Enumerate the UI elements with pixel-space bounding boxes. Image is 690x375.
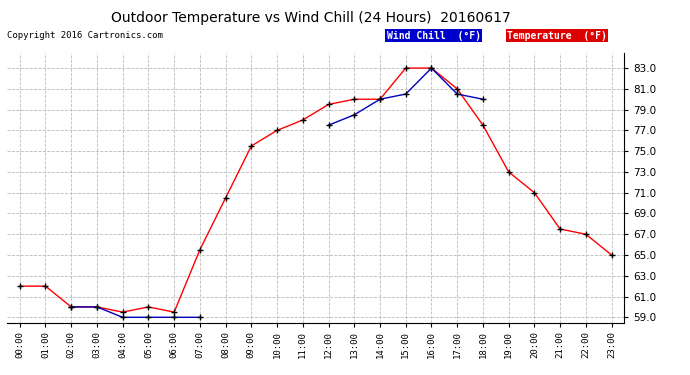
Text: Temperature  (°F): Temperature (°F) (507, 31, 607, 41)
Text: Copyright 2016 Cartronics.com: Copyright 2016 Cartronics.com (7, 31, 163, 40)
Text: Wind Chill  (°F): Wind Chill (°F) (386, 31, 481, 41)
Text: Outdoor Temperature vs Wind Chill (24 Hours)  20160617: Outdoor Temperature vs Wind Chill (24 Ho… (110, 11, 511, 25)
